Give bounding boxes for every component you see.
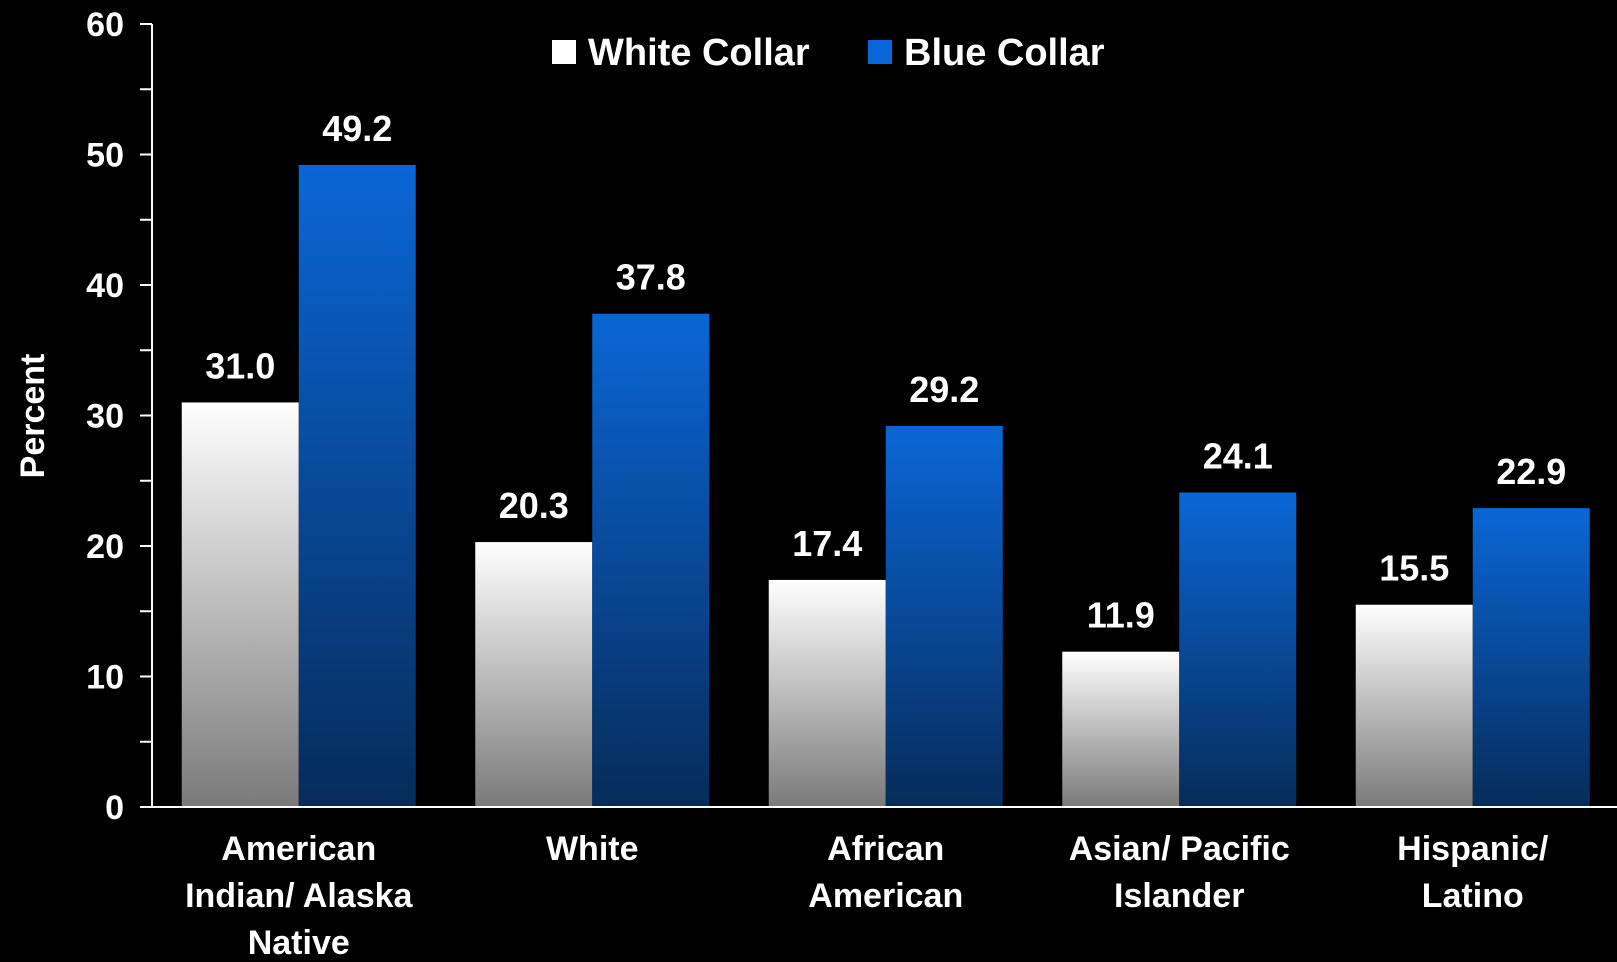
bars xyxy=(181,164,1590,807)
bar-white-collar xyxy=(768,579,886,807)
x-category-label: White xyxy=(546,830,639,868)
bar-value-label: 17.4 xyxy=(792,523,862,564)
x-category-label: American Indian/ Alaska Native xyxy=(185,830,413,962)
bar-blue-collar xyxy=(1179,492,1297,807)
y-tick-label: 30 xyxy=(86,398,124,436)
x-category-label: Hispanic/Latino xyxy=(1397,830,1549,915)
bar-white-collar xyxy=(1355,604,1473,807)
legend-label: White Collar xyxy=(588,32,810,74)
bar-value-label: 49.2 xyxy=(322,108,392,149)
y-tick-label: 0 xyxy=(105,789,124,827)
y-axis: 0 10 20 30 40 50 60 xyxy=(86,6,153,827)
bar-value-label: 29.2 xyxy=(909,369,979,410)
bar-value-label: 20.3 xyxy=(499,485,569,526)
bar-value-label: 11.9 xyxy=(1087,595,1155,636)
bar-white-collar xyxy=(475,542,593,807)
legend-swatch xyxy=(552,40,576,64)
bar-value-label: 15.5 xyxy=(1379,548,1449,589)
bar-white-collar xyxy=(181,402,299,807)
y-tick-label: 10 xyxy=(86,659,124,697)
bar-blue-collar xyxy=(885,425,1003,807)
bar-value-label: 37.8 xyxy=(616,257,686,298)
bar-value-label: 24.1 xyxy=(1203,435,1273,476)
legend: White Collar Blue Collar xyxy=(552,32,1105,74)
bar-value-label: 22.9 xyxy=(1496,451,1566,492)
bar-blue-collar xyxy=(592,313,710,807)
y-tick-label: 40 xyxy=(86,267,124,305)
y-tick-label: 50 xyxy=(86,137,124,175)
x-axis: American Indian/ Alaska Native White African… xyxy=(152,806,1617,962)
y-tick-label: 20 xyxy=(86,528,124,566)
legend-label: Blue Collar xyxy=(904,32,1105,74)
value-labels: 31.0 49.2 20.3 37.8 17.4 29.2 11.9 24.1 15.5 22.9 xyxy=(205,108,1566,636)
bar-blue-collar xyxy=(298,164,416,807)
x-category-label: African American xyxy=(808,830,963,915)
legend-swatch xyxy=(868,40,892,64)
y-axis-title: Percent xyxy=(14,354,52,479)
bar-blue-collar xyxy=(1472,508,1590,807)
bar-value-label: 31.0 xyxy=(205,345,275,386)
x-category-label: Asian/ Pacific Islander xyxy=(1069,830,1290,915)
y-tick-label: 60 xyxy=(86,6,124,44)
bar-white-collar xyxy=(1062,651,1180,807)
